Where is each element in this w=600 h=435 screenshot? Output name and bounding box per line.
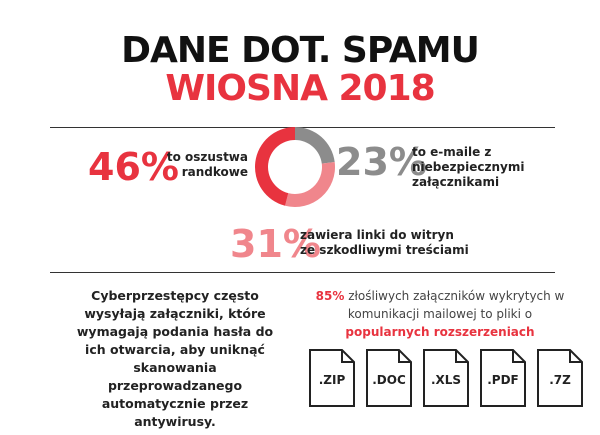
file-extension: .7Z [549,373,571,387]
stat-value: 46% [88,145,179,189]
stat: 85% [315,289,345,303]
stat-label: to oszustwa randkowe [166,150,248,179]
highlight: popularnych rozszerzeniach [345,325,535,339]
divider [50,272,555,273]
file-extension: .XLS [431,373,461,387]
file-icons: .ZIP .DOC .XLS .PDF .7Z [309,349,583,407]
text: złośliwych załączników wykrytych w komun… [347,289,565,321]
file-icon [537,349,583,407]
file-extension: .ZIP [319,373,346,387]
file-icon [309,349,355,407]
file-extension: .PDF [487,373,519,387]
file-icon [423,349,469,407]
donut-segment [285,161,335,207]
stat-label: to e-maile z niebezpiecznymi załącznikam… [412,145,525,189]
stat-value: 31% [230,222,321,266]
right-text: 85% złośliwych załączników wykrytych w k… [305,287,575,341]
file-extension: .DOC [372,373,406,387]
left-text: Cyberprzestępcy często wysyłają załączni… [76,288,274,429]
file-icon [480,349,526,407]
donut-segment [295,127,335,164]
title: DANE DOT. SPAMU [121,30,480,71]
subtitle: WIOSNA 2018 [165,68,435,109]
file-icon [366,349,412,407]
donut-chart [255,127,335,207]
stat-label: zawiera linki do witryn ze szkodliwymi t… [300,228,469,257]
donut-segment [255,127,295,206]
divider [50,127,555,128]
stat-value: 23% [336,140,427,184]
